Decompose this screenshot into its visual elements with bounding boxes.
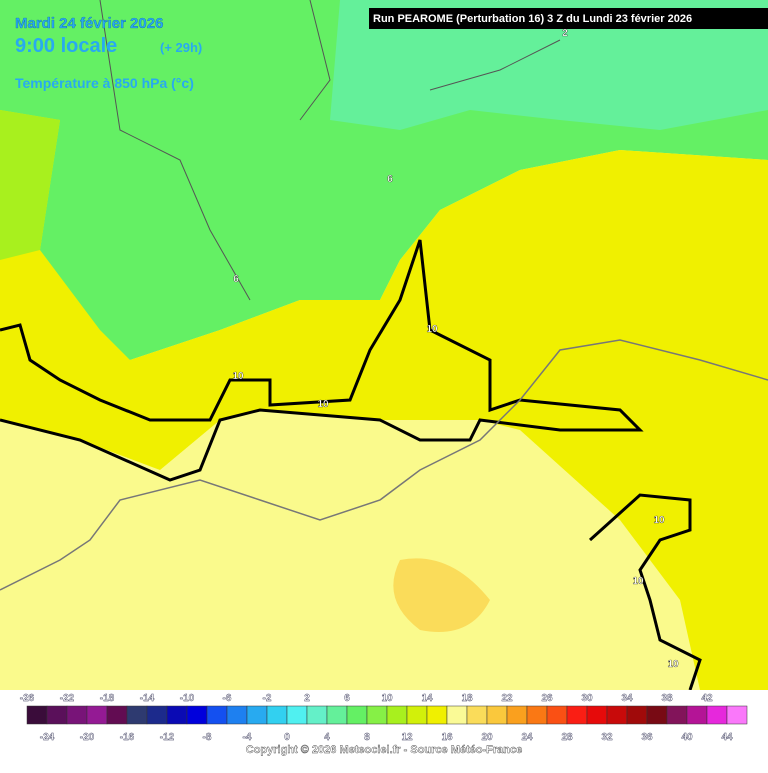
legend-swatch [466, 705, 488, 725]
contour-label: 2 [562, 28, 568, 39]
contour-10 [0, 239, 644, 482]
legend-label: -2 [263, 693, 272, 704]
contour-label: 10 [232, 371, 244, 382]
legend-swatch [366, 705, 388, 725]
legend-swatch [686, 705, 708, 725]
legend-label: 8 [364, 732, 370, 743]
contour-10-east [588, 493, 702, 691]
contour-label: 6 [233, 274, 239, 285]
contour-label: 10 [426, 324, 438, 335]
legend-label: 0 [284, 732, 290, 743]
run-info: Run PEAROME (Perturbation 16) 3 Z du Lun… [373, 13, 692, 25]
legend-label: -4 [243, 732, 252, 743]
legend-label: -6 [223, 693, 232, 704]
legend-swatch [266, 705, 288, 725]
green-blue-area [330, 0, 768, 130]
legend-swatch [426, 705, 448, 725]
date: Mardi 24 février 2026 [15, 15, 163, 32]
contour-label: 10 [632, 576, 644, 587]
legend-label: 14 [421, 693, 433, 704]
legend-label: -18 [100, 693, 115, 704]
legend-label: 20 [481, 732, 493, 743]
contour-label: 6 [387, 174, 393, 185]
legend-label: 6 [344, 693, 350, 704]
legend-label: 16 [441, 732, 453, 743]
legend-panel [0, 690, 768, 768]
legend-swatch [46, 705, 68, 725]
legend-label: 36 [641, 732, 653, 743]
coastline [0, 339, 768, 591]
legend-label: 24 [521, 732, 533, 743]
legend-label: -26 [20, 693, 35, 704]
field-name: Température à 850 hPa (°c) [15, 75, 194, 91]
legend-label: 40 [681, 732, 693, 743]
contour-label: 10 [317, 399, 329, 410]
legend-swatch [206, 705, 228, 725]
legend-label: 10 [381, 693, 393, 704]
legend-swatch [606, 705, 628, 725]
legend-label: 38 [661, 693, 673, 704]
legend-label: 28 [561, 732, 573, 743]
legend-swatch [286, 705, 308, 725]
legend-swatch [506, 705, 528, 725]
legend-swatch [26, 705, 48, 725]
legend-swatch [406, 705, 428, 725]
legend-label: -8 [203, 732, 212, 743]
legend-label: 12 [401, 732, 413, 743]
legend-swatch [106, 705, 128, 725]
contour-label: 10 [667, 659, 679, 670]
legend-label: 22 [501, 693, 513, 704]
legend-swatch [386, 705, 408, 725]
legend-swatch [146, 705, 168, 725]
legend-swatch [66, 705, 88, 725]
yellow-green-area [0, 110, 60, 260]
legend-label: -22 [60, 693, 75, 704]
legend-swatch [306, 705, 328, 725]
legend-label: 26 [541, 693, 553, 704]
legend-label: -20 [80, 732, 95, 743]
legend-label: -14 [140, 693, 155, 704]
time: 9:00 locale [15, 35, 117, 57]
contour-label: 10 [653, 515, 665, 526]
legend-swatch [726, 705, 748, 725]
legend-label: -10 [180, 693, 195, 704]
legend-label: 42 [701, 693, 713, 704]
legend-swatch [706, 705, 728, 725]
legend-label: -24 [40, 732, 55, 743]
legend-swatch [166, 705, 188, 725]
legend-swatch [666, 705, 688, 725]
legend-swatch [546, 705, 568, 725]
legend-label: 4 [324, 732, 330, 743]
legend-label: 44 [721, 732, 733, 743]
yellow-area [0, 110, 768, 690]
lead-time: (+ 29h) [160, 40, 202, 55]
warm-patch [393, 558, 490, 632]
legend-label: -12 [160, 732, 175, 743]
legend-swatch [246, 705, 268, 725]
legend-swatch [346, 705, 368, 725]
copyright: Copyright © 2026 Meteociel.fr - Source M… [246, 744, 522, 756]
legend-label: 32 [601, 732, 613, 743]
legend-swatch [566, 705, 588, 725]
legend-label: 18 [461, 693, 473, 704]
legend-swatch [446, 705, 468, 725]
legend-swatch [626, 705, 648, 725]
legend-label: 2 [304, 693, 310, 704]
legend-label: 30 [581, 693, 593, 704]
borders [99, 0, 561, 301]
legend-swatch [486, 705, 508, 725]
legend-swatch [86, 705, 108, 725]
legend-swatch [646, 705, 668, 725]
legend-label: 34 [621, 693, 633, 704]
legend-swatch [226, 705, 248, 725]
legend-label: -16 [120, 732, 135, 743]
legend-swatch [526, 705, 548, 725]
legend-swatch [586, 705, 608, 725]
legend-swatch [326, 705, 348, 725]
run-banner [369, 8, 768, 29]
legend-swatch [126, 705, 148, 725]
legend-swatch [186, 705, 208, 725]
